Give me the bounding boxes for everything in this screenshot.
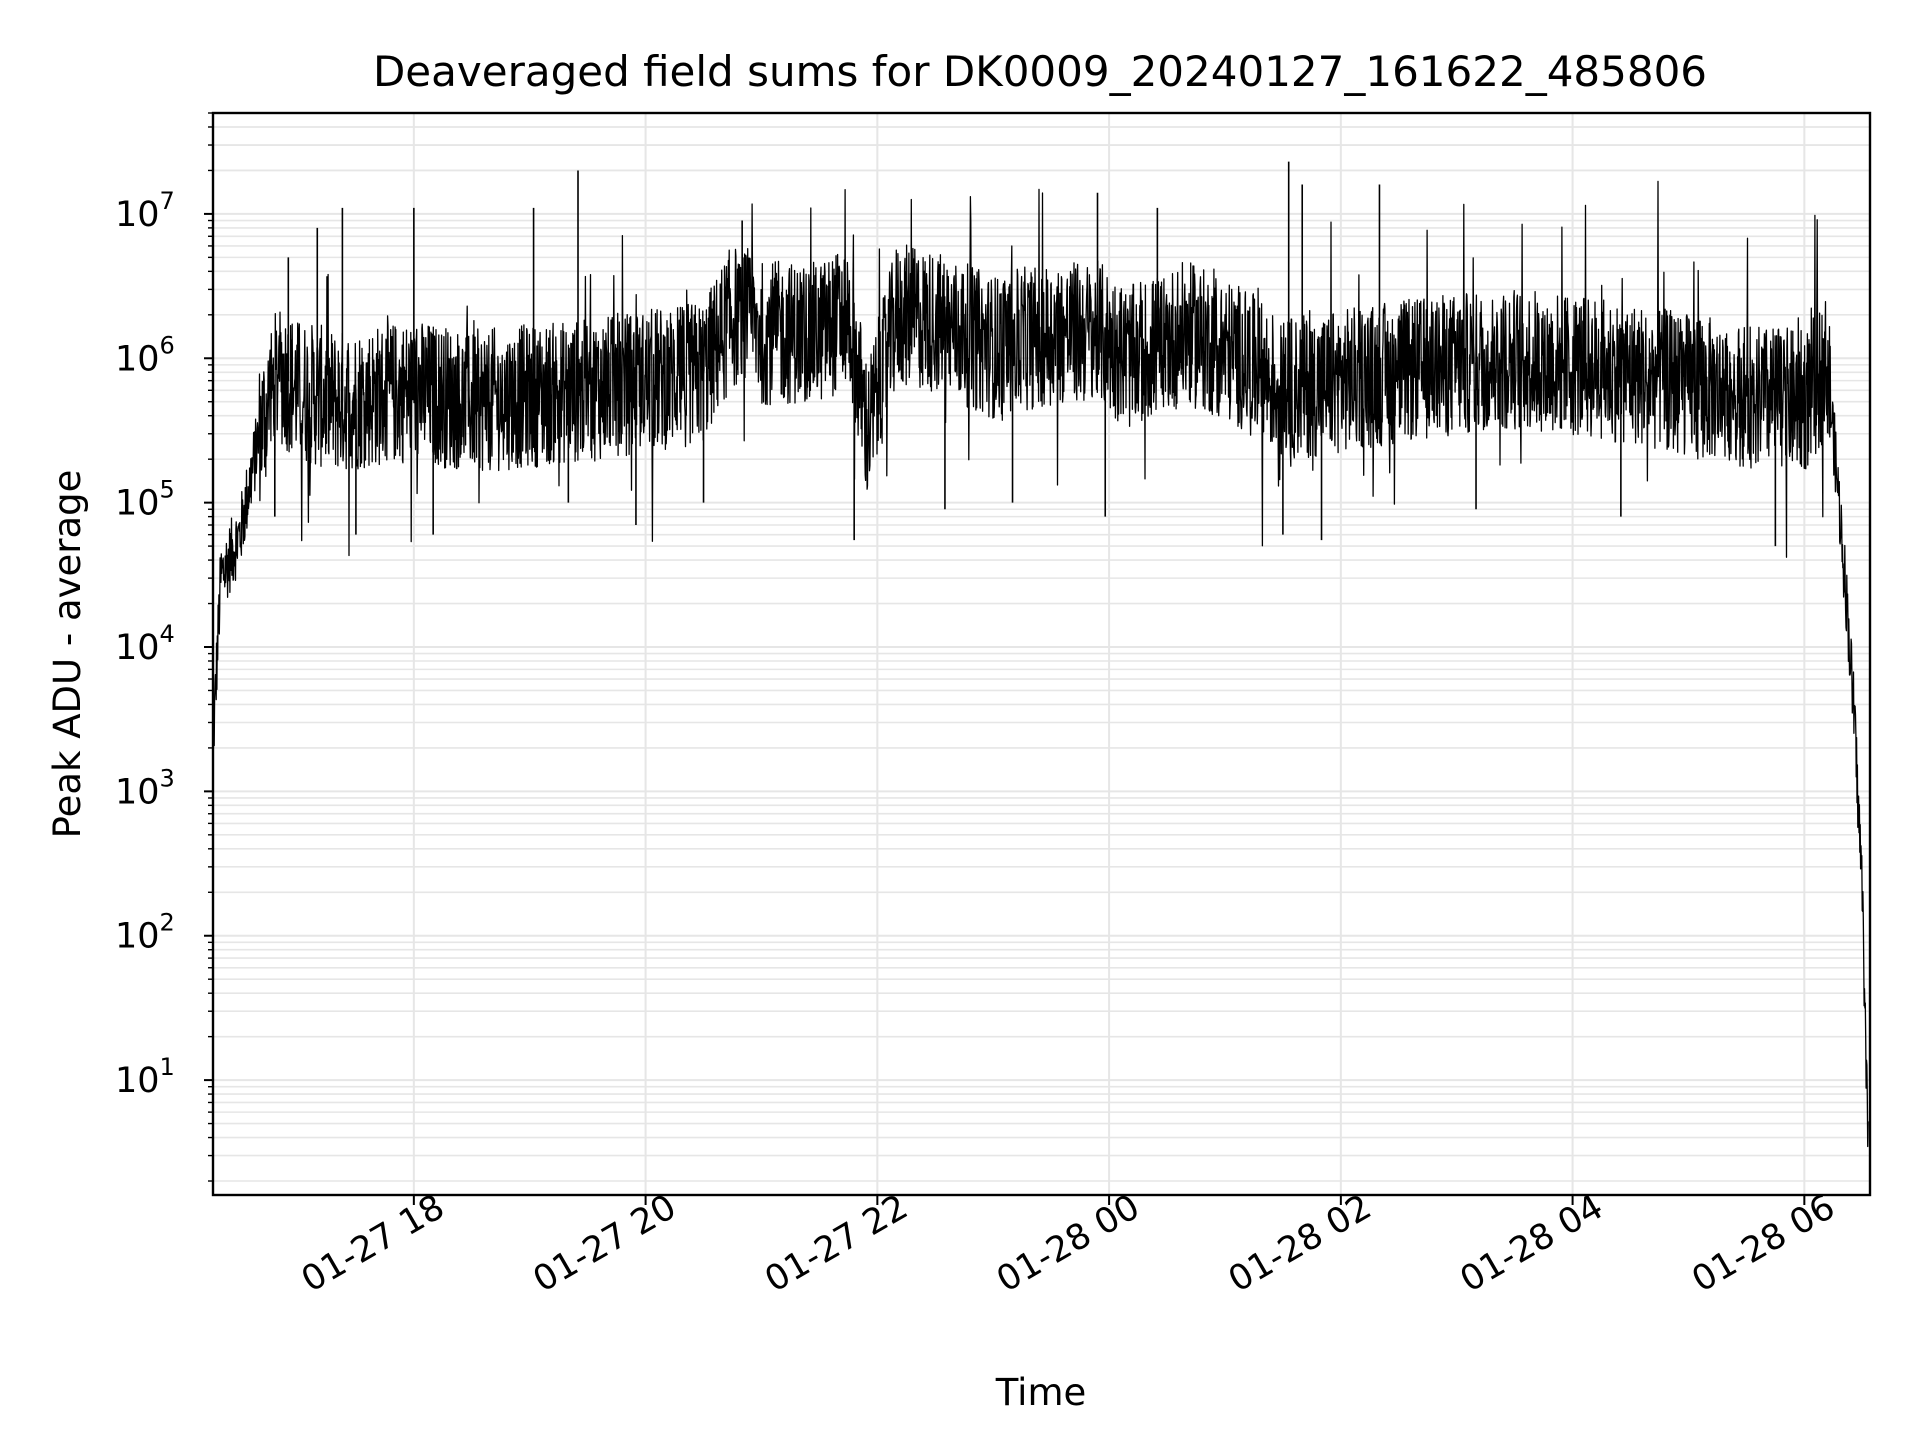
series-layer [213,161,1869,1148]
y-tick-label: 106 [115,331,175,379]
grid [213,112,1870,1195]
y-tick-label: 103 [115,764,175,812]
series-line [213,180,1869,1148]
chart-title: Deaveraged field sums for DK0009_2024012… [373,47,1707,96]
y-axis: 101 102 103 104 105 106 107 [115,112,213,1182]
y-tick-label: 104 [115,620,175,668]
y-axis-label: Peak ADU - average [46,470,89,839]
y-tick-label: 102 [115,909,175,957]
y-tick-label: 101 [115,1053,175,1101]
y-tick-label: 105 [115,476,175,524]
x-axis-label: Time [995,1371,1087,1414]
y-tick-label: 107 [115,187,175,235]
